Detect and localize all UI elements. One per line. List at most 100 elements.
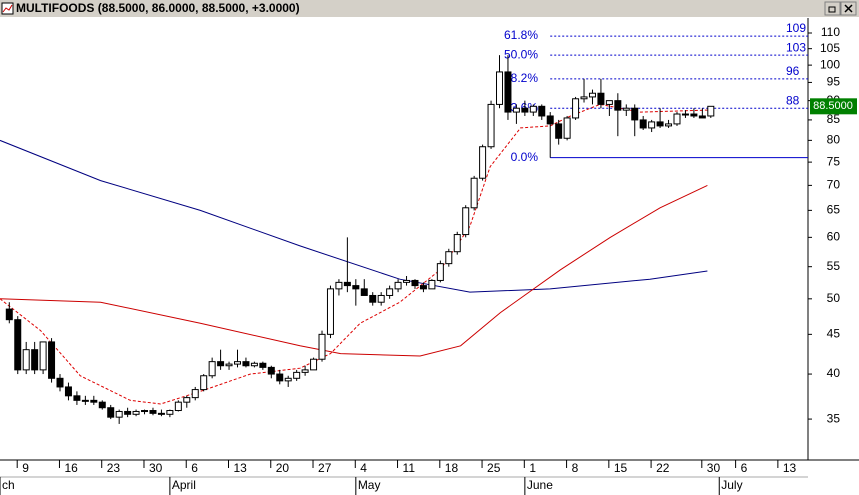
candle-body (22, 349, 30, 371)
x-tick-label: 23 (107, 461, 121, 475)
candle-body (132, 410, 140, 415)
x-tick-label: 30 (149, 461, 163, 475)
candle-body (141, 410, 149, 413)
candle-body (166, 410, 174, 415)
x-tick-label: 8 (572, 461, 579, 475)
x-tick-label: 13 (783, 461, 797, 475)
candle-body (580, 96, 588, 100)
candle-body (115, 410, 123, 418)
moving-average-line (0, 139, 708, 293)
candle-body (310, 358, 318, 371)
restore-button[interactable] (824, 1, 841, 16)
month-label: April (172, 478, 196, 492)
y-tick-label: 80 (827, 133, 841, 147)
restore-icon (828, 6, 836, 13)
candle-body (462, 207, 470, 236)
fib-price: 103 (786, 40, 806, 54)
window-icon-line (2, 4, 13, 13)
y-tick-label: 85 (827, 112, 841, 126)
candle-body (242, 361, 250, 367)
candle-body (631, 107, 639, 121)
candle-body (250, 362, 258, 367)
candle-body (622, 107, 630, 111)
candle-body (673, 113, 681, 125)
candle-body (521, 107, 529, 113)
candle-body (411, 279, 419, 287)
fib-percent: 38.2% (504, 71, 538, 85)
candle-body (479, 146, 487, 179)
x-tick-label: 16 (64, 461, 78, 475)
y-tick-label: 60 (827, 230, 841, 244)
x-tick-label: 4 (360, 461, 367, 475)
y-tick-label: 45 (827, 327, 841, 341)
x-tick-label: 6 (741, 461, 748, 475)
x-tick-label: 9 (22, 461, 29, 475)
candle-body (690, 113, 698, 117)
x-tick-label: 20 (276, 461, 290, 475)
candle-body (81, 399, 89, 402)
candle-body (48, 341, 56, 379)
candle-body (343, 281, 351, 287)
candle-body (14, 319, 22, 371)
candle-body (31, 349, 39, 371)
candle-body (470, 177, 478, 209)
candle-body (208, 361, 216, 377)
candle-body (546, 115, 554, 125)
candle-body (39, 341, 47, 371)
y-tick-label: 100 (820, 57, 840, 71)
candle-body (588, 92, 596, 98)
candle-body (90, 399, 98, 403)
last-price-box (810, 98, 857, 115)
candle-body (124, 410, 132, 415)
x-tick-label: 1 (529, 461, 536, 475)
candle-body (428, 279, 436, 290)
candle-body (614, 100, 622, 111)
close-icon (844, 4, 853, 13)
candle-body (318, 333, 326, 360)
month-label: ch (2, 478, 15, 492)
y-tick-label: 35 (827, 411, 841, 425)
candle-body (225, 363, 233, 367)
candle-body (563, 117, 571, 139)
candle-body (496, 71, 504, 105)
candle-body (98, 401, 106, 409)
candle-body (394, 281, 402, 290)
candle-body (183, 397, 191, 403)
candle-body (445, 251, 453, 265)
candle-body (504, 71, 512, 113)
candle-body (360, 288, 368, 296)
x-tick-label: 18 (445, 461, 459, 475)
x-tick-label: 30 (707, 461, 721, 475)
y-tick-label: 105 (820, 41, 840, 55)
candle-body (174, 401, 182, 412)
x-tick-label: 15 (614, 461, 628, 475)
y-tick-label: 65 (827, 203, 841, 217)
candle-body (369, 294, 377, 303)
month-label: May (358, 478, 381, 492)
x-tick-label: 22 (656, 461, 670, 475)
candle-body (436, 263, 444, 281)
candle-body (73, 395, 81, 401)
candle-body (572, 98, 580, 119)
candle-body (698, 115, 706, 119)
candle-body (157, 412, 165, 415)
month-label: June (527, 478, 553, 492)
candle-body (419, 285, 427, 290)
candle-body (656, 121, 664, 127)
fib-price: 109 (786, 21, 806, 35)
candle-body (107, 407, 115, 418)
candle-body (352, 285, 360, 290)
candle-body (512, 107, 520, 113)
candle-body (529, 105, 537, 113)
fib-price: 88 (786, 93, 800, 107)
moving-average-line (0, 103, 708, 405)
candle-body (665, 123, 673, 127)
fib-percent: 50.0% (504, 47, 538, 61)
candle-body (149, 410, 157, 414)
x-tick-label: 25 (487, 461, 501, 475)
candle-body (681, 113, 689, 116)
moving-average-line (0, 184, 708, 357)
candle-body (56, 377, 64, 388)
candle-body (200, 375, 208, 391)
candle-body (555, 123, 563, 139)
